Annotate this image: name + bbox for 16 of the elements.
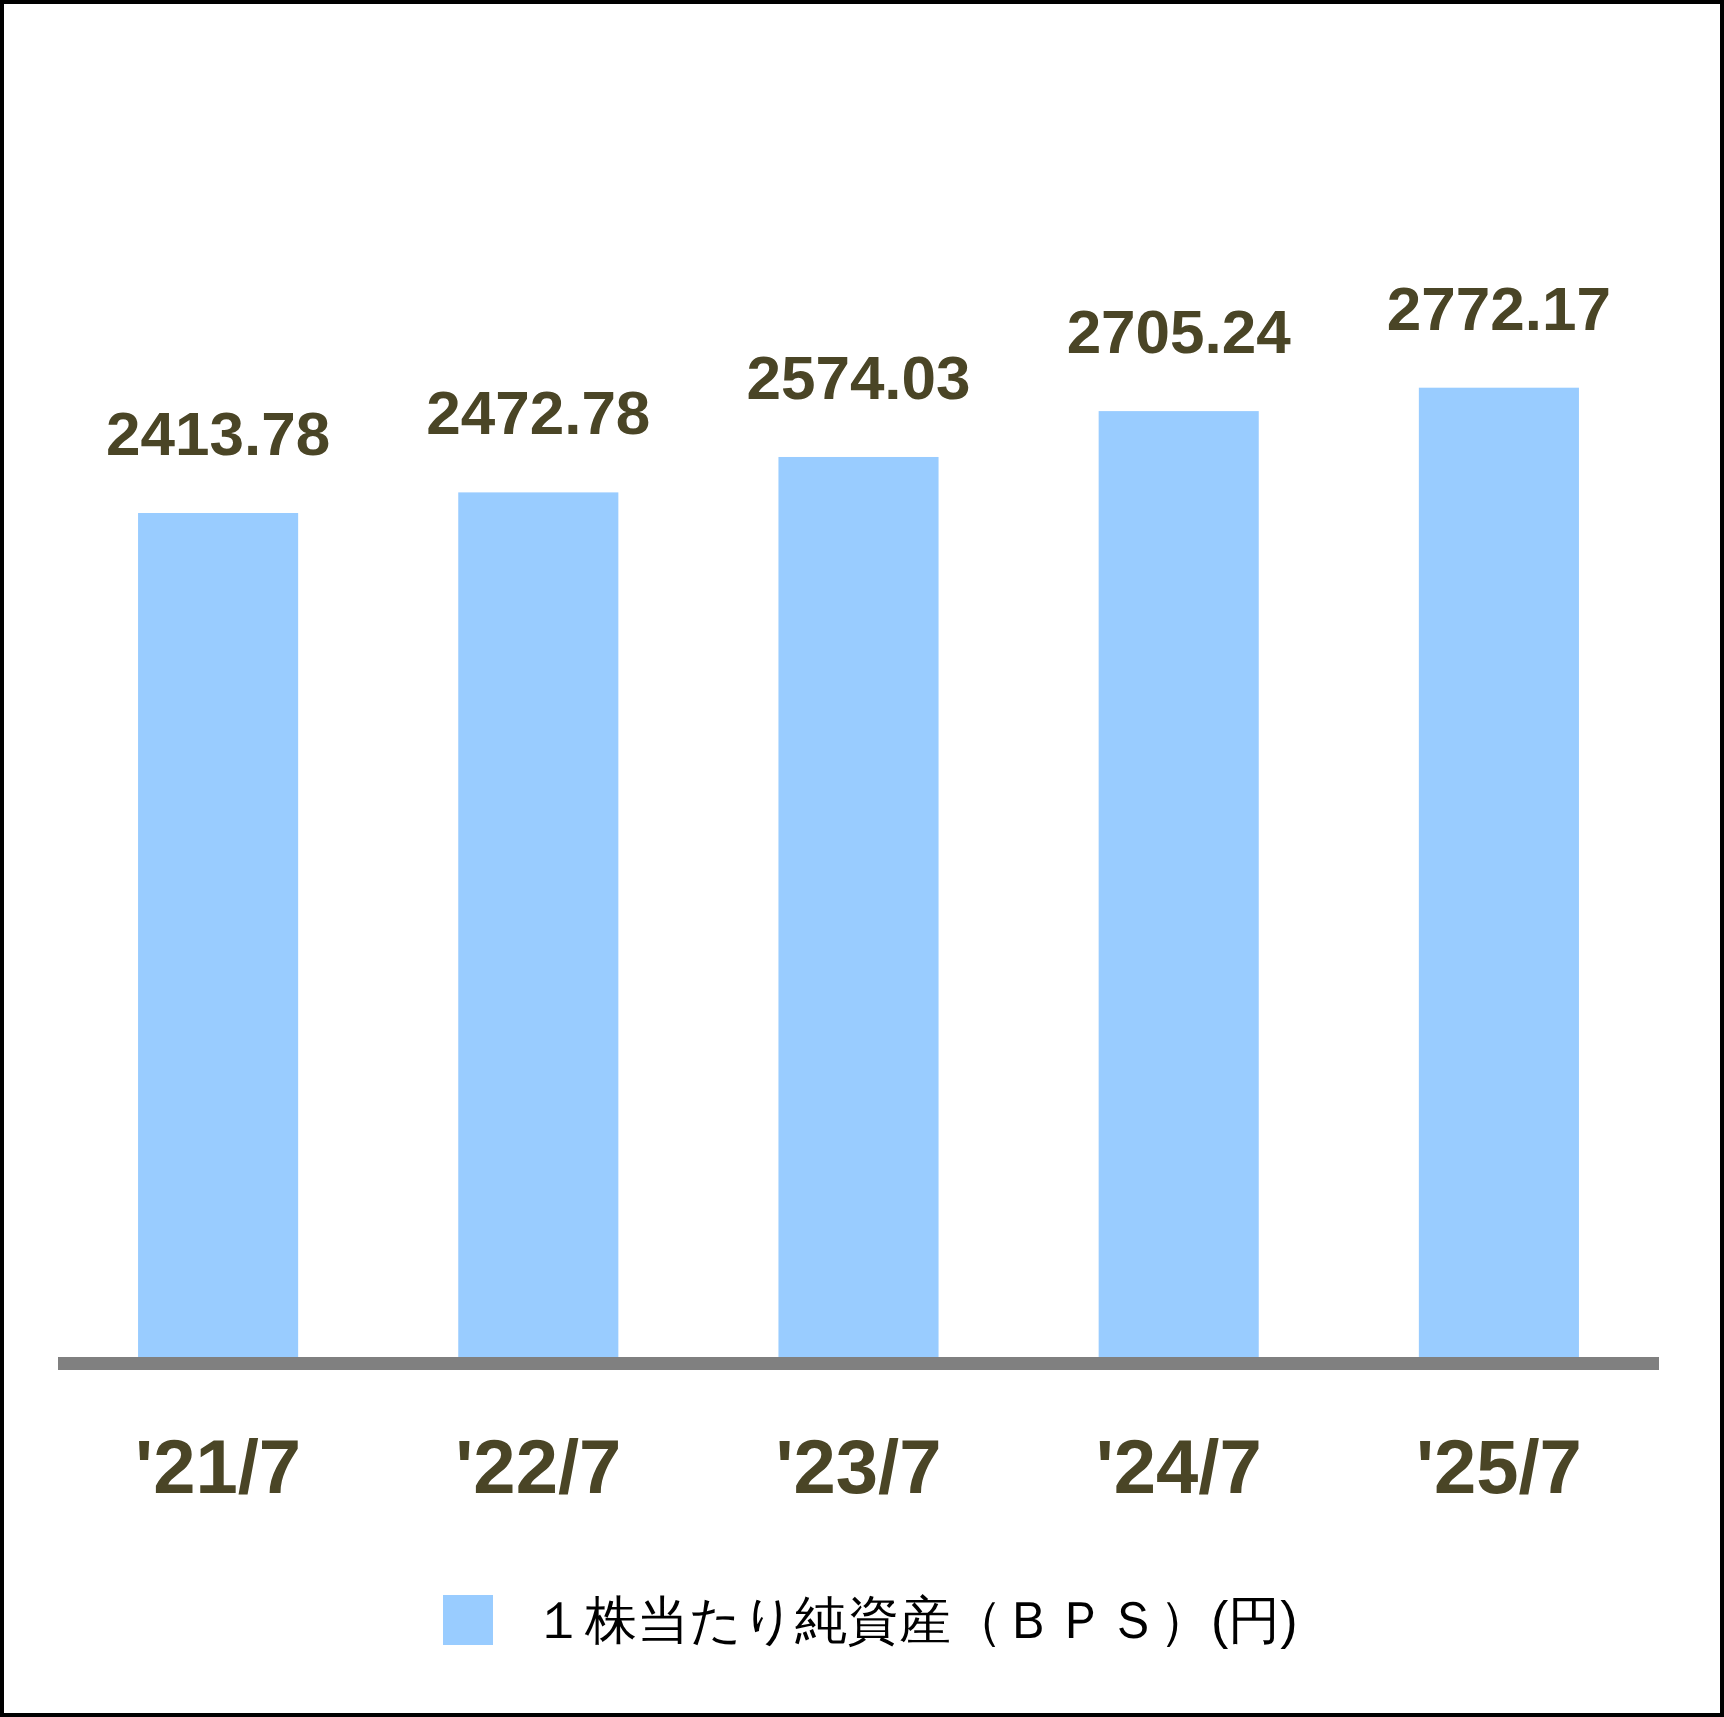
x-tick-label: '21/7 <box>135 1424 302 1509</box>
data-label: 2574.03 <box>746 342 971 412</box>
bar <box>1098 411 1259 1357</box>
bar <box>138 513 299 1357</box>
bar <box>458 492 619 1357</box>
x-tick-label: '23/7 <box>775 1424 942 1509</box>
x-tick-label: '24/7 <box>1095 1424 1262 1509</box>
data-label: 2772.17 <box>1386 273 1611 343</box>
legend: １株当たり純資産（ＢＰＳ）(円) <box>443 1591 1298 1649</box>
bar <box>1418 387 1579 1357</box>
data-label: 2413.78 <box>106 399 331 469</box>
x-tick-label: '25/7 <box>1415 1424 1582 1509</box>
data-label: 2705.24 <box>1066 297 1292 367</box>
x-tick-label: '22/7 <box>455 1424 622 1509</box>
data-label: 2472.78 <box>426 378 651 448</box>
bar <box>778 456 939 1357</box>
